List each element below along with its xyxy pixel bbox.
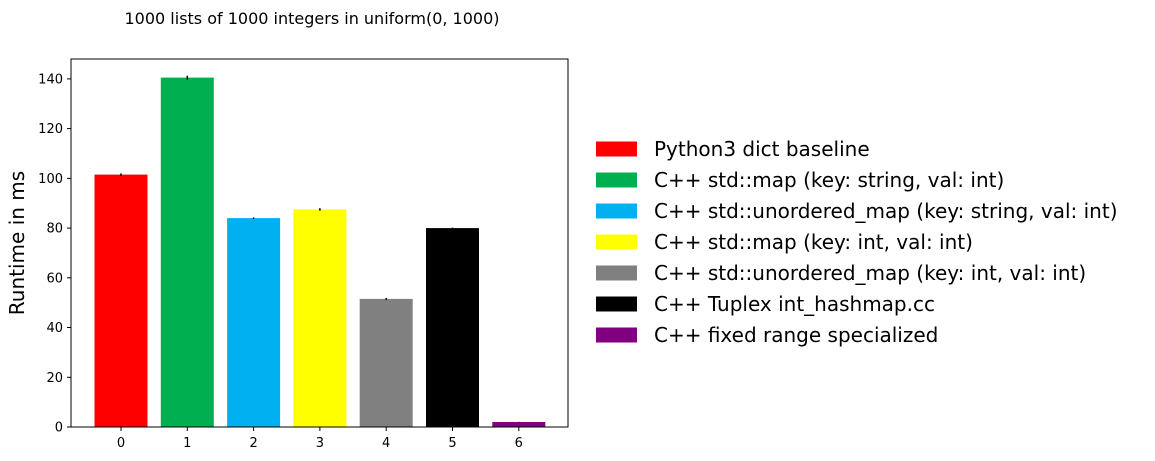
y-tick-label-1: 20 (46, 371, 63, 386)
bar-3 (293, 209, 347, 427)
legend-label-1: C++ std::map (key: string, val: int) (654, 168, 1004, 192)
x-axis: 0 1 2 3 4 5 6 (117, 427, 523, 451)
y-tick-label-0: 0 (55, 421, 63, 436)
y-tick-label-5: 100 (38, 172, 63, 187)
bar-4 (359, 298, 413, 427)
legend-swatch-2 (596, 203, 637, 219)
legend-label-0: Python3 dict baseline (654, 137, 870, 161)
legend-label-6: C++ fixed range specialized (654, 323, 938, 347)
x-tick-label-6: 6 (515, 436, 523, 451)
legend-swatch-4 (596, 265, 637, 281)
x-tick-label-2: 2 (249, 436, 257, 451)
legend-label-4: C++ std::unordered_map (key: int, val: i… (654, 261, 1086, 285)
legend-label-3: C++ std::map (key: int, val: int) (654, 230, 973, 254)
y-axis-label: Runtime in ms (5, 171, 29, 315)
legend-swatch-0 (596, 141, 637, 157)
x-tick-label-5: 5 (448, 436, 456, 451)
y-tick-label-4: 80 (46, 222, 63, 237)
plot-frame (70, 58, 569, 428)
legend-label-2: C++ std::unordered_map (key: string, val… (654, 199, 1118, 223)
error-bars-layer (120, 75, 520, 423)
y-tick-label-2: 40 (46, 321, 63, 336)
legend-swatch-3 (596, 234, 637, 250)
legend-swatch-6 (596, 327, 637, 343)
legend-swatch-1 (596, 172, 637, 188)
x-tick-label-1: 1 (183, 436, 191, 451)
x-tick-label-0: 0 (117, 436, 125, 451)
bar-0 (94, 174, 148, 427)
x-tick-label-4: 4 (382, 436, 390, 451)
y-tick-label-3: 60 (46, 271, 63, 286)
y-tick-label-7: 140 (38, 72, 63, 87)
bar-5 (426, 228, 479, 427)
bar-6 (492, 422, 546, 427)
chart-title: 1000 lists of 1000 integers in uniform(0… (125, 9, 500, 28)
y-axis: 0 20 40 60 80 100 120 140 (38, 72, 71, 436)
legend-swatch-5 (596, 296, 637, 312)
legend-label-5: C++ Tuplex int_hashmap.cc (654, 292, 935, 316)
y-tick-label-6: 120 (38, 122, 63, 137)
x-tick-label-3: 3 (316, 436, 324, 451)
bar-1 (160, 77, 214, 427)
bar-2 (227, 218, 281, 427)
bars-layer (94, 77, 546, 427)
